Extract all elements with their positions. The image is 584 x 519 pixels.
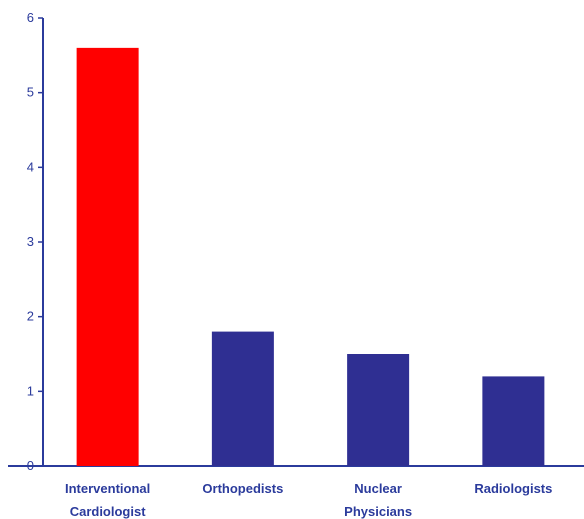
x-category-label: Nuclear (354, 481, 402, 496)
y-tick-label: 0 (27, 458, 34, 473)
y-tick-label: 5 (27, 85, 34, 100)
x-category-label: Radiologists (474, 481, 552, 496)
x-category-label: Cardiologist (70, 504, 147, 519)
x-category-label: Physicians (344, 504, 412, 519)
x-category-label: Interventional (65, 481, 150, 496)
y-tick-label: 3 (27, 234, 34, 249)
x-category-label: Orthopedists (202, 481, 283, 496)
bar (482, 376, 545, 466)
y-tick-label: 1 (27, 383, 34, 398)
labels: 0 1 2 3 4 5 6 Interventional Cardiologist Orthope… (27, 10, 553, 519)
bar (211, 331, 274, 466)
y-tick-label: 2 (27, 309, 34, 324)
bars (76, 47, 545, 466)
y-tick-label: 6 (27, 10, 34, 25)
bar (347, 354, 410, 466)
y-tick-label: 4 (27, 159, 34, 174)
bar (76, 47, 139, 466)
